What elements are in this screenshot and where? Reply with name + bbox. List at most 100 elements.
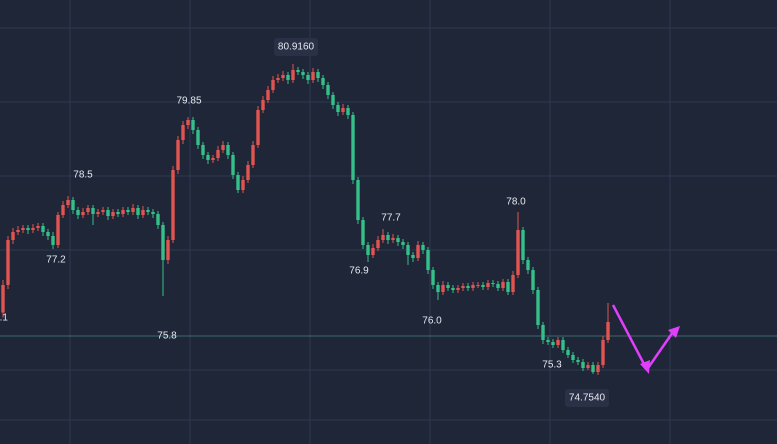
candle-body: [311, 72, 315, 80]
candle-body: [126, 210, 130, 212]
price-label: 76.1: [0, 313, 8, 324]
candle-body: [21, 228, 25, 230]
candle-body: [421, 245, 425, 250]
candle-body: [531, 270, 535, 290]
price-label: 78.5: [73, 170, 93, 181]
forecast-arrows: [611, 304, 675, 369]
candle-body: [216, 150, 220, 158]
candle-body: [241, 180, 245, 190]
candle-body: [581, 362, 585, 368]
price-label: 79.85: [176, 96, 201, 107]
candle-body: [111, 212, 115, 216]
candle-body: [341, 108, 345, 112]
candle-body: [186, 120, 190, 125]
candle-body: [511, 275, 515, 292]
candle-body: [601, 340, 605, 365]
candle-body: [471, 285, 475, 288]
candle-body: [211, 158, 215, 160]
candle-body: [606, 322, 610, 340]
candle-body: [146, 210, 150, 212]
candle-body: [141, 210, 145, 215]
candle-body: [426, 250, 430, 270]
candle-body: [171, 170, 175, 240]
candle-body: [166, 240, 170, 260]
candle-body: [76, 210, 80, 215]
candle-body: [101, 210, 105, 212]
price-label: 80.9160: [278, 42, 315, 53]
candle-body: [501, 282, 505, 288]
price-label: 77.2: [46, 255, 66, 266]
candle-body: [476, 285, 480, 286]
candle-body: [151, 212, 155, 214]
candle-body: [106, 210, 110, 216]
candle-body: [576, 360, 580, 362]
candle-body: [316, 72, 320, 78]
candle-body: [256, 110, 260, 145]
candle-body: [446, 285, 450, 288]
candle-body: [456, 288, 460, 290]
candle-body: [411, 255, 415, 258]
candle-body: [536, 290, 540, 325]
candle-body: [246, 165, 250, 180]
candle-body: [386, 235, 390, 240]
candle-body: [381, 235, 385, 240]
candle-body: [271, 80, 275, 90]
candle-body: [346, 108, 350, 115]
candle-body: [541, 325, 545, 340]
candle-body: [86, 208, 90, 212]
candle-body: [406, 245, 410, 255]
candle-body: [221, 145, 225, 150]
candle-body: [516, 230, 520, 275]
candle-body: [506, 282, 510, 292]
candle-body: [16, 230, 20, 232]
candle-body: [251, 145, 255, 165]
candle-body: [391, 238, 395, 240]
candle-body: [56, 215, 60, 245]
candle-body: [261, 100, 265, 110]
candle-body: [6, 240, 10, 285]
arrow-head-up: [668, 326, 680, 338]
candle-body: [356, 180, 360, 220]
candle-body: [556, 340, 560, 345]
price-label: 78.0: [506, 197, 526, 208]
candle-body: [336, 105, 340, 112]
price-label: 76.0: [422, 316, 442, 327]
candle-body: [36, 226, 40, 228]
candle-body: [466, 286, 470, 288]
candle-body: [366, 245, 370, 255]
label-box: [274, 38, 318, 56]
candle-body: [351, 115, 355, 180]
candle-body: [331, 95, 335, 105]
labels: 80.9160 79.85 78.5 77.2 75.8 77.7 76.9 78.0 76.0…: [0, 38, 609, 407]
candle-body: [161, 225, 165, 260]
candle-body: [231, 155, 235, 175]
candle-body: [551, 342, 555, 345]
candle-body: [51, 236, 55, 245]
candle-body: [396, 238, 400, 242]
candle-body: [291, 70, 295, 80]
candle-body: [121, 210, 125, 214]
candle-body: [546, 340, 550, 342]
candle-body: [441, 285, 445, 292]
candle-body: [526, 260, 530, 270]
candles: [1, 64, 610, 375]
candle-body: [431, 270, 435, 285]
candle-body: [196, 130, 200, 145]
candle-body: [226, 145, 230, 155]
candle-body: [371, 248, 375, 255]
candle-body: [486, 283, 490, 287]
candle-body: [306, 75, 310, 80]
price-label: 74.7540: [569, 393, 606, 404]
candle-body: [136, 208, 140, 215]
candle-body: [1, 285, 5, 313]
candle-body: [321, 78, 325, 85]
candle-body: [461, 286, 465, 288]
candle-body: [401, 242, 405, 245]
candle-body: [66, 200, 70, 205]
candle-body: [326, 85, 330, 95]
candle-body: [26, 228, 30, 230]
candle-body: [286, 75, 290, 80]
candle-body: [376, 240, 380, 248]
candle-body: [41, 226, 45, 232]
